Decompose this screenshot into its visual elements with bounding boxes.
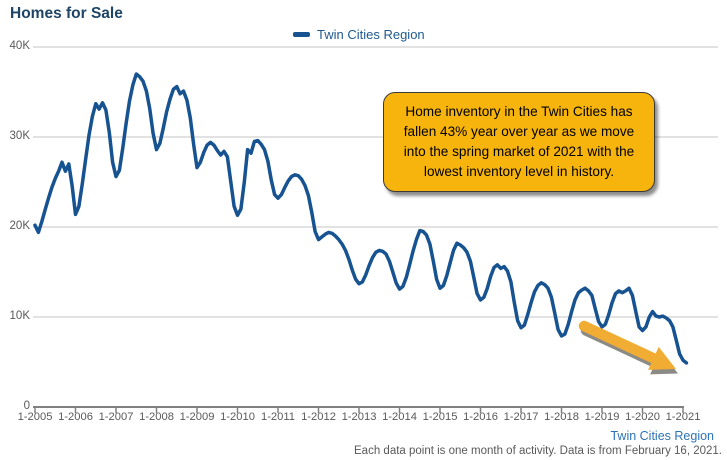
y-axis-label-0: 0 <box>23 400 30 412</box>
x-axis-label-1-2018: 1-2018 <box>544 411 579 423</box>
x-axis-label-1-2014: 1-2014 <box>382 411 417 423</box>
x-axis-label-1-2012: 1-2012 <box>301 411 336 423</box>
x-axis-label-1-2020: 1-2020 <box>625 411 660 423</box>
x-axis-label-1-2006: 1-2006 <box>58 411 93 423</box>
legend-line-swatch <box>293 32 310 37</box>
footer-region-link[interactable]: Twin Cities Region <box>610 429 714 443</box>
x-axis-label-1-2005: 1-2005 <box>17 411 53 423</box>
x-axis-label-1-2013: 1-2013 <box>341 411 377 423</box>
legend-item-twin-cities-region[interactable]: Twin Cities Region <box>293 27 425 42</box>
x-axis-label-1-2008: 1-2008 <box>139 411 174 423</box>
x-axis-label-1-2009: 1-2009 <box>179 411 215 423</box>
footnote: Each data point is one month of activity… <box>354 445 722 457</box>
x-axis <box>33 406 684 413</box>
page-title: Homes for Sale <box>10 5 123 22</box>
trend-arrow <box>578 320 678 375</box>
annotation-callout: Home inventory in the Twin Cities has fa… <box>383 92 655 192</box>
legend-label: Twin Cities Region <box>317 27 425 42</box>
x-axis-label-1-2007: 1-2007 <box>98 411 134 423</box>
x-axis-label-1-2010: 1-2010 <box>220 411 255 423</box>
x-axis-label-1-2017: 1-2017 <box>503 411 539 423</box>
x-axis-label-1-2011: 1-2011 <box>260 411 295 423</box>
y-axis-label-20K: 20K <box>9 220 30 232</box>
x-axis-label-1-2015: 1-2015 <box>422 411 458 423</box>
trend-arrow-head <box>648 346 676 370</box>
x-axis-label-1-2019: 1-2019 <box>584 411 620 423</box>
y-axis-label-40K: 40K <box>9 40 30 52</box>
y-axis-label-30K: 30K <box>9 130 30 142</box>
trend-arrow-shaft <box>578 320 661 365</box>
x-axis-label-1-2021: 1-2021 <box>665 411 701 423</box>
x-axis-label-1-2016: 1-2016 <box>463 411 498 423</box>
series-line-twin-cities-region[interactable] <box>33 72 689 365</box>
y-axis-label-10K: 10K <box>9 310 30 322</box>
